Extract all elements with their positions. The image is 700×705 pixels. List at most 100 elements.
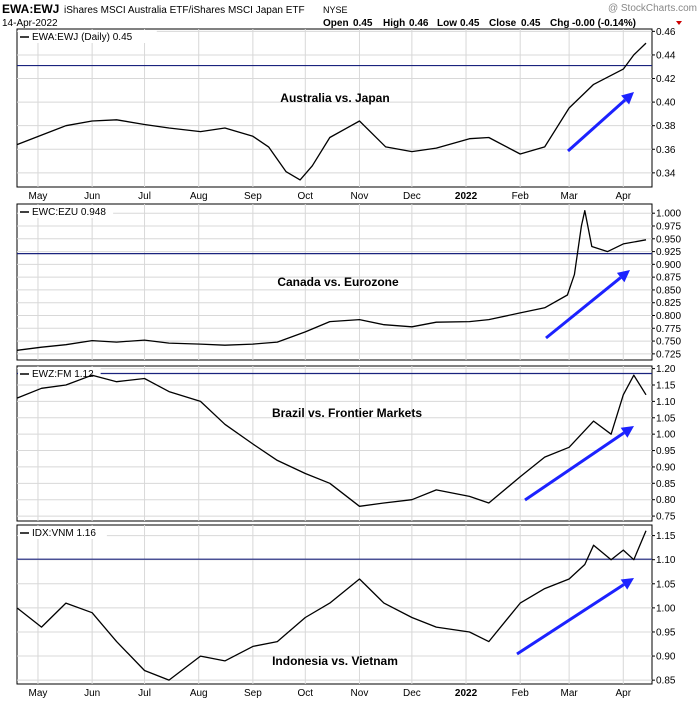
y-tick-label: 1.00 [656, 430, 676, 441]
price-line [16, 42, 647, 181]
legend-label: EWC:EZU 0.948 [32, 207, 106, 218]
x-tick-label: Mar [561, 688, 579, 699]
x-tick-label: Jun [84, 688, 100, 699]
y-tick-label: 0.36 [656, 145, 676, 156]
legend-background [18, 30, 157, 43]
x-tick-label: 2022 [455, 191, 478, 202]
y-tick-label: 0.85 [656, 676, 676, 687]
x-tick-label: Nov [351, 191, 369, 202]
annotation-label: Brazil vs. Frontier Markets [272, 406, 422, 420]
annotation-label: Indonesia vs. Vietnam [272, 654, 398, 668]
x-tick-label: Apr [616, 191, 632, 202]
legend-label: EWA:EWJ (Daily) 0.45 [32, 32, 133, 43]
header-description: iShares MSCI Australia ETF/iShares MSCI … [64, 5, 305, 16]
y-tick-label: 0.90 [656, 462, 676, 473]
y-tick-label: 0.34 [656, 168, 676, 179]
legend-label: IDX:VNM 1.16 [32, 528, 96, 539]
x-tick-label: Oct [298, 191, 314, 202]
y-tick-label: 0.775 [656, 324, 681, 335]
y-tick-label: 0.900 [656, 260, 681, 271]
panel-frame [16, 524, 653, 685]
chart-panels: 0.34 0.36 0.38 0.40 0.42 0.44 0.46 EWA:EWJ (Dai… [16, 27, 681, 699]
header-open-label: Open [323, 18, 349, 29]
header-date: 14-Apr-2022 [2, 18, 58, 29]
x-tick-label: Dec [403, 191, 421, 202]
header-low-label: Low [437, 18, 457, 29]
header-exchange: NYSE [323, 5, 348, 15]
trend-arrow-shaft [516, 583, 625, 656]
y-tick-label: 0.875 [656, 273, 681, 284]
x-tick-label: Sep [244, 191, 262, 202]
x-tick-label: Feb [512, 191, 530, 202]
x-tick-label: Jul [138, 191, 151, 202]
trend-arrow-head [620, 578, 634, 590]
annotation-label: Canada vs. Eurozone [277, 275, 399, 289]
price-line [16, 374, 647, 507]
header-close-value: 0.45 [521, 18, 541, 29]
header-open-value: 0.45 [353, 18, 373, 29]
y-tick-label: 1.10 [656, 397, 676, 408]
y-tick-label: 0.80 [656, 495, 676, 506]
chart-panel-4: 0.85 0.90 0.95 1.00 1.05 1.10 1.15 IDX:VNM 1.16… [16, 524, 676, 699]
legend-background [18, 526, 107, 539]
y-tick-label: 1.15 [656, 381, 676, 392]
y-tick-label: 1.05 [656, 579, 676, 590]
header-high-label: High [383, 18, 405, 29]
y-tick-label: 0.95 [656, 446, 676, 457]
panel-frame [16, 28, 653, 188]
y-tick-label: 0.750 [656, 337, 681, 348]
y-tick-label: 0.85 [656, 479, 676, 490]
down-triangle-icon [676, 21, 682, 25]
y-tick-label: 0.850 [656, 285, 681, 296]
y-tick-label: 1.05 [656, 413, 676, 424]
x-tick-label: Nov [351, 688, 369, 699]
x-tick-label: Mar [561, 191, 579, 202]
x-tick-label: Apr [616, 688, 632, 699]
y-tick-label: 1.20 [656, 364, 676, 375]
trend-arrow-shaft [545, 276, 622, 340]
legend-label: EWZ:FM 1.12 [32, 369, 94, 380]
x-tick-label: May [29, 688, 48, 699]
y-tick-label: 0.90 [656, 652, 676, 663]
legend-background [18, 205, 114, 218]
x-tick-label: Oct [298, 688, 314, 699]
x-tick-label: Aug [190, 688, 208, 699]
trend-arrow-shaft [524, 431, 625, 502]
y-tick-label: 1.10 [656, 555, 676, 566]
y-tick-label: 1.000 [656, 209, 681, 220]
y-tick-label: 1.15 [656, 531, 676, 542]
header-high-value: 0.46 [409, 18, 429, 29]
trend-arrow-shaft [567, 98, 627, 153]
x-tick-label: 2022 [455, 688, 478, 699]
y-tick-label: 0.975 [656, 221, 681, 232]
x-tick-label: Dec [403, 688, 421, 699]
trend-arrow-head [621, 92, 634, 105]
y-tick-label: 0.925 [656, 247, 681, 258]
x-tick-label: Feb [512, 688, 530, 699]
x-tick-label: Jul [138, 688, 151, 699]
header-low-value: 0.45 [460, 18, 480, 29]
trend-arrow-head [616, 270, 630, 283]
x-tick-label: May [29, 191, 48, 202]
y-tick-label: 0.40 [656, 98, 676, 109]
y-tick-label: 0.825 [656, 298, 681, 309]
header-close-label: Close [489, 18, 517, 29]
header-watermark: @ StockCharts.com [608, 3, 697, 14]
legend-background [18, 367, 101, 380]
trend-arrow-head [620, 426, 634, 438]
price-line [16, 209, 647, 351]
x-tick-label: Sep [244, 688, 262, 699]
y-tick-label: 0.725 [656, 349, 681, 360]
header-chg-value: -0.00 (-0.14%) [572, 18, 636, 29]
price-line [16, 530, 647, 681]
y-tick-label: 0.75 [656, 512, 676, 523]
panel-frame [16, 203, 653, 361]
y-tick-label: 0.42 [656, 74, 676, 85]
y-tick-label: 0.46 [656, 27, 676, 38]
panel-frame [16, 365, 653, 522]
y-tick-label: 0.950 [656, 234, 681, 245]
y-tick-label: 0.95 [656, 627, 676, 638]
